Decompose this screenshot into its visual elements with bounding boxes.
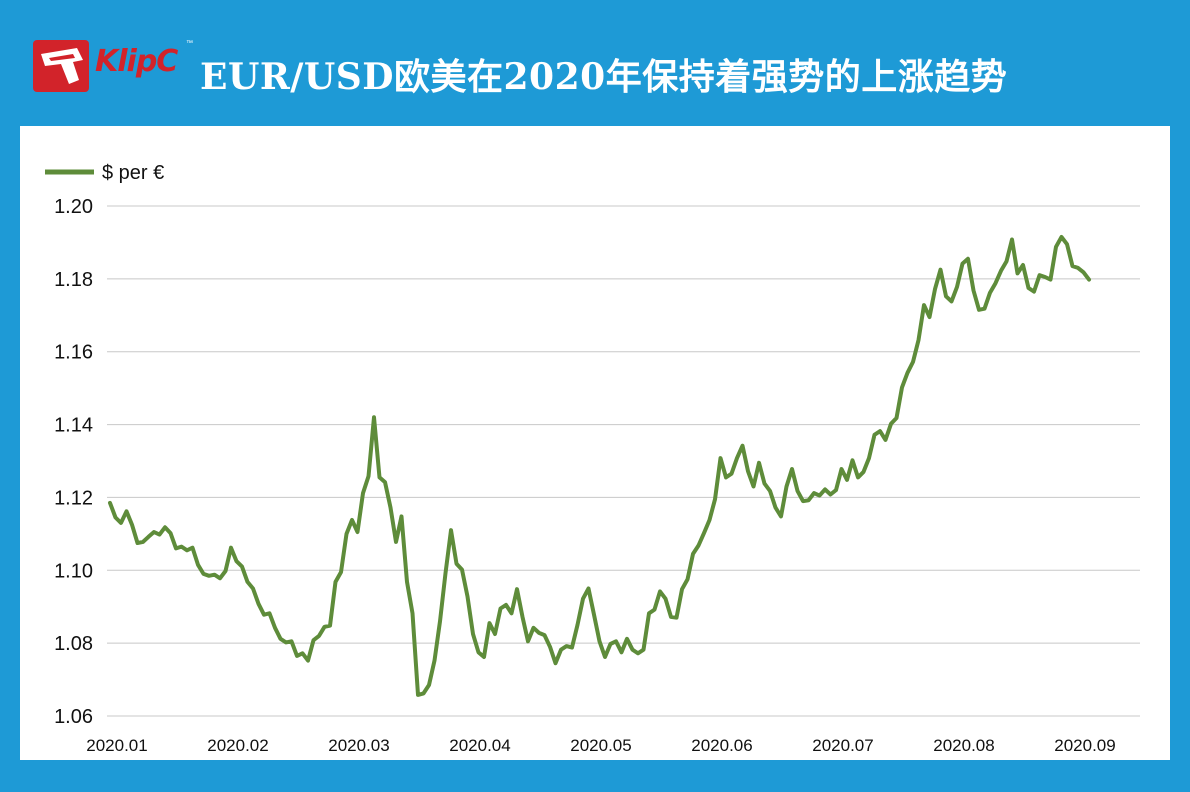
x-tick-label: 2020.06 <box>691 736 752 755</box>
page-title: EUR/USD欧美在2020年保持着强势的上涨趋势 <box>200 56 1008 98</box>
series-line-eur-usd <box>108 235 1091 697</box>
y-tick-label: 1.14 <box>54 415 93 437</box>
y-axis-ticks: 1.06 1.08 1.10 1.12 1.14 1.16 1.18 1.20 <box>54 196 93 728</box>
x-tick-label: 2020.07 <box>812 736 873 755</box>
chart-panel: 1.06 1.08 1.10 1.12 1.14 1.16 1.18 1.20 2020.01… <box>20 126 1170 760</box>
klipc-logo-icon <box>33 40 89 92</box>
header: KlipC ™ EUR/USD欧美在2020年保持着强势的上涨趋势 <box>0 0 1190 126</box>
y-tick-label: 1.10 <box>54 560 93 582</box>
x-tick-label: 2020.04 <box>449 736 510 755</box>
legend-label: $ per € <box>102 162 164 184</box>
legend: $ per € <box>45 162 164 184</box>
y-tick-label: 1.08 <box>54 633 93 655</box>
y-tick-label: 1.12 <box>54 487 93 509</box>
x-axis-ticks: 2020.01 2020.02 2020.03 2020.04 2020.05 2020.… <box>86 736 1115 755</box>
x-tick-label: 2020.03 <box>328 736 389 755</box>
x-tick-label: 2020.01 <box>86 736 147 755</box>
y-tick-label: 1.18 <box>54 269 93 291</box>
series-group <box>108 235 1091 697</box>
klipc-logo[interactable]: KlipC ™ <box>33 40 193 92</box>
logo-text: KlipC <box>95 44 178 79</box>
x-tick-label: 2020.08 <box>933 736 994 755</box>
y-tick-label: 1.06 <box>54 706 93 728</box>
y-tick-label: 1.20 <box>54 196 93 218</box>
line-chart: 1.06 1.08 1.10 1.12 1.14 1.16 1.18 1.20 2020.01… <box>45 162 1140 755</box>
x-tick-label: 2020.02 <box>207 736 268 755</box>
grid-lines <box>107 205 1140 717</box>
logo-trademark: ™ <box>186 40 193 47</box>
x-tick-label: 2020.05 <box>570 736 631 755</box>
y-tick-label: 1.16 <box>54 342 93 364</box>
x-tick-label: 2020.09 <box>1054 736 1115 755</box>
